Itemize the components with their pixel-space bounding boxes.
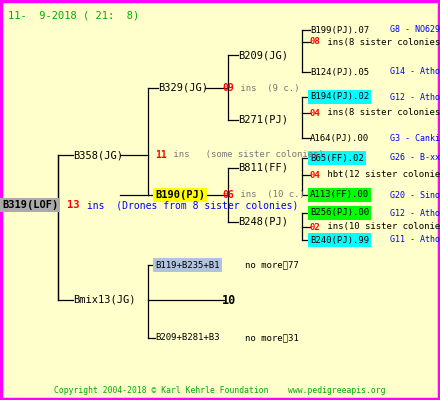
Text: ins  (9 c.): ins (9 c.) xyxy=(235,84,300,92)
Text: B194(PJ).02: B194(PJ).02 xyxy=(310,92,369,102)
Text: 13: 13 xyxy=(67,200,80,210)
Text: B248(PJ): B248(PJ) xyxy=(238,217,288,227)
Text: B209+B281+B3: B209+B281+B3 xyxy=(155,334,220,342)
Text: no more❷31: no more❷31 xyxy=(245,334,299,342)
Text: Bmix13(JG): Bmix13(JG) xyxy=(73,295,136,305)
Text: G14 - AthosSt80R: G14 - AthosSt80R xyxy=(390,68,440,76)
Text: 06: 06 xyxy=(222,190,234,200)
Text: B271(PJ): B271(PJ) xyxy=(238,115,288,125)
Text: G26 - B-xx43: G26 - B-xx43 xyxy=(390,154,440,162)
Text: B319(LOF): B319(LOF) xyxy=(2,200,58,210)
Text: G3 - Cankin97Q: G3 - Cankin97Q xyxy=(390,134,440,142)
Text: 02: 02 xyxy=(310,222,321,232)
Text: B329(JG): B329(JG) xyxy=(158,83,208,93)
Text: G11 - AthosSt80R: G11 - AthosSt80R xyxy=(390,236,440,244)
Text: B65(FF).02: B65(FF).02 xyxy=(310,154,364,162)
Text: A113(FF).00: A113(FF).00 xyxy=(310,190,369,200)
Text: ins(8 sister colonies): ins(8 sister colonies) xyxy=(322,108,440,118)
Text: B190(PJ): B190(PJ) xyxy=(155,190,205,200)
Text: B199(PJ).07: B199(PJ).07 xyxy=(310,26,369,34)
Text: 10: 10 xyxy=(222,294,236,306)
Text: ins  (10 c.): ins (10 c.) xyxy=(235,190,305,200)
Text: ins  (Drones from 8 sister colonies): ins (Drones from 8 sister colonies) xyxy=(81,200,298,210)
Text: B124(PJ).05: B124(PJ).05 xyxy=(310,68,369,76)
Text: 11-  9-2018 ( 21:  8): 11- 9-2018 ( 21: 8) xyxy=(8,10,139,20)
Text: G8 - NO6294R: G8 - NO6294R xyxy=(390,26,440,34)
Text: A164(PJ).00: A164(PJ).00 xyxy=(310,134,369,142)
Text: G20 - Sinop62R: G20 - Sinop62R xyxy=(390,190,440,200)
Text: no more❷77: no more❷77 xyxy=(245,260,299,270)
Text: 08: 08 xyxy=(310,38,321,46)
Text: B358(JG): B358(JG) xyxy=(73,150,123,160)
Text: G12 - AthosSt80R: G12 - AthosSt80R xyxy=(390,208,440,218)
Text: hbt(12 sister colonies): hbt(12 sister colonies) xyxy=(322,170,440,180)
Text: 04: 04 xyxy=(310,170,321,180)
Text: ins   (some sister colonies): ins (some sister colonies) xyxy=(168,150,324,160)
Text: B240(PJ).99: B240(PJ).99 xyxy=(310,236,369,244)
Text: B256(PJ).00: B256(PJ).00 xyxy=(310,208,369,218)
Text: 09: 09 xyxy=(222,83,234,93)
Text: 11: 11 xyxy=(155,150,167,160)
Text: Copyright 2004-2018 © Karl Kehrle Foundation    www.pedigreeapis.org: Copyright 2004-2018 © Karl Kehrle Founda… xyxy=(54,386,386,395)
Text: B811(FF): B811(FF) xyxy=(238,163,288,173)
Text: B209(JG): B209(JG) xyxy=(238,50,288,60)
Text: 04: 04 xyxy=(310,108,321,118)
Text: B119+B235+B1: B119+B235+B1 xyxy=(155,260,220,270)
Text: G12 - AthosSt80R: G12 - AthosSt80R xyxy=(390,92,440,102)
Text: ins(8 sister colonies): ins(8 sister colonies) xyxy=(322,38,440,46)
Text: ins(10 sister colonies): ins(10 sister colonies) xyxy=(322,222,440,232)
